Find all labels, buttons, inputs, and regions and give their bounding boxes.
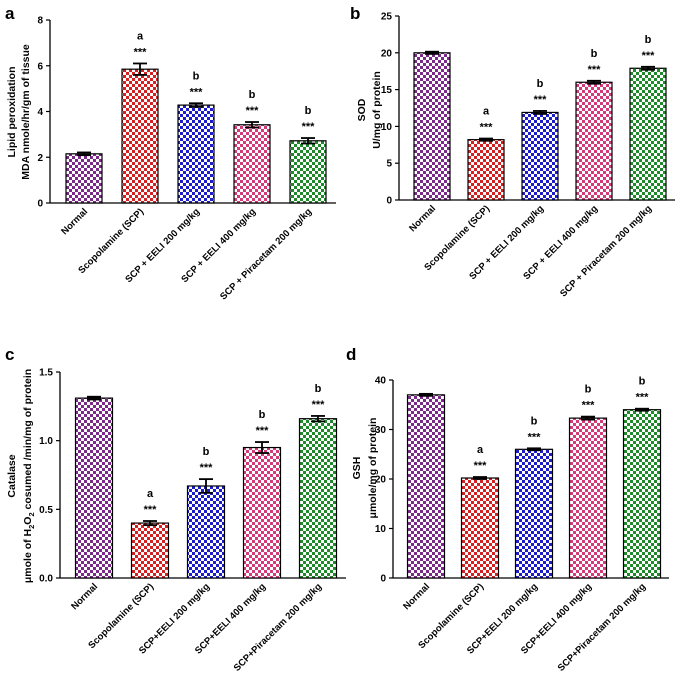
bar-1 (65, 153, 103, 204)
significance-letter: b (203, 446, 210, 458)
x-category-label: SCP + Piracetam 200 mg/kg (218, 206, 314, 302)
y-tick-label: 2 (37, 153, 43, 164)
bar-4 (575, 81, 613, 201)
panel-d-ylabel: GSH (351, 457, 363, 480)
bar-5 (289, 140, 327, 204)
significance-stars: *** (256, 425, 270, 437)
y-tick-label: 4 (37, 107, 43, 118)
panel-a-letter: a (5, 4, 15, 23)
y-tick-label: 1.5 (39, 368, 53, 379)
panel-b-chart: b SOD U/mg of protein 0 5 10 15 20 25 Normal **… (350, 4, 675, 299)
panel-d-letter: d (346, 345, 356, 364)
significance-stars: *** (642, 50, 656, 62)
y-tick-label: 1.0 (39, 436, 53, 447)
y-tick-label: 0 (37, 199, 43, 210)
y-tick-label: 20 (381, 48, 393, 59)
significance-letter: b (531, 415, 538, 427)
significance-stars: *** (200, 462, 214, 474)
x-category-label: SCP+Piracetam 200 mg/kg (556, 581, 648, 673)
significance-stars: *** (534, 94, 548, 106)
y-tick-label: 5 (386, 159, 392, 170)
y-tick-label: 15 (381, 85, 393, 96)
bar-5 (622, 409, 662, 579)
bar-4 (568, 417, 608, 579)
bar-3 (514, 448, 554, 579)
y-tick-label: 10 (381, 122, 393, 133)
y-tick-label: 6 (37, 61, 43, 72)
significance-stars: *** (134, 46, 148, 58)
significance-stars: *** (582, 400, 596, 412)
x-category-label: Normal (59, 206, 90, 237)
significance-stars: *** (588, 64, 602, 76)
bar-3 (521, 111, 559, 201)
significance-stars: *** (474, 460, 488, 472)
bar-2 (460, 477, 500, 579)
bar-2 (467, 139, 505, 201)
significance-letter: a (147, 488, 154, 500)
significance-stars: *** (636, 392, 650, 404)
panel-a-chart: a Lipid peroxidation MDA nmole/hr/gm of … (5, 4, 336, 302)
significance-letter: b (259, 409, 266, 421)
significance-letter: b (193, 70, 200, 82)
panel-c-letter: c (5, 345, 14, 364)
y-tick-label: 25 (381, 12, 393, 23)
significance-stars: *** (312, 399, 326, 411)
x-category-label: Normal (69, 581, 100, 612)
bar-1 (406, 394, 446, 579)
y-tick-label: 10 (375, 524, 387, 535)
y-tick-label: 8 (37, 16, 43, 27)
significance-stars: *** (190, 86, 204, 98)
bar-3 (186, 485, 226, 579)
significance-letter: a (477, 444, 484, 456)
bar-1 (74, 397, 114, 579)
significance-stars: *** (302, 121, 316, 133)
y-tick-label: 0.0 (39, 574, 53, 585)
bar-2 (130, 522, 170, 579)
y-tick-label: 40 (375, 376, 387, 387)
panel-d-chart: d GSH μmole/mg of protein 0 10 20 30 40 Norma… (346, 345, 669, 674)
panel-c-ylabel-units: μmole of H2O2 cosumed /min/mg of protein (22, 369, 36, 583)
bar-4 (242, 446, 282, 579)
significance-letter: b (305, 105, 312, 117)
bar-4 (233, 124, 271, 204)
significance-letter: a (137, 30, 144, 42)
significance-stars: *** (144, 504, 158, 516)
significance-letter: b (249, 89, 256, 101)
significance-letter: b (591, 48, 598, 60)
y-tick-label: 0.5 (39, 505, 53, 516)
y-tick-label: 0 (380, 574, 386, 585)
y-tick-label: 20 (375, 475, 387, 486)
panel-b-letter: b (350, 4, 360, 23)
panel-c-chart: c Catalase μmole of H2O2 cosumed /min/mg… (5, 345, 346, 674)
significance-stars: *** (246, 105, 260, 117)
y-tick-label: 30 (375, 425, 387, 436)
panel-a-ylabel-units: MDA nmole/hr/gm of tissue (20, 44, 32, 180)
y-tick-label: 0 (386, 196, 392, 207)
panel-c-ylabel: Catalase (6, 454, 18, 497)
significance-stars: *** (528, 431, 542, 443)
significance-letter: b (537, 78, 544, 90)
bar-1 (413, 52, 451, 201)
panel-d-ylabel-units: μmole/mg of protein (367, 418, 379, 519)
panel-a-ylabel: Lipid peroxidation (6, 67, 18, 158)
significance-letter: b (585, 384, 592, 396)
significance-stars: *** (480, 122, 494, 134)
bar-3 (177, 104, 215, 204)
significance-letter: b (645, 34, 652, 46)
bar-2 (121, 68, 159, 204)
significance-letter: b (315, 383, 322, 395)
x-category-label: Normal (407, 203, 438, 234)
significance-letter: b (639, 376, 646, 388)
bar-5 (298, 418, 338, 579)
x-category-label: Normal (401, 581, 432, 612)
panel-b-ylabel-units: U/mg of protein (371, 71, 383, 149)
panel-b-ylabel: SOD (356, 98, 368, 121)
significance-letter: a (483, 106, 490, 118)
bar-5 (629, 67, 667, 201)
x-category-label: SCP + Piracetam 200 mg/kg (558, 203, 654, 299)
